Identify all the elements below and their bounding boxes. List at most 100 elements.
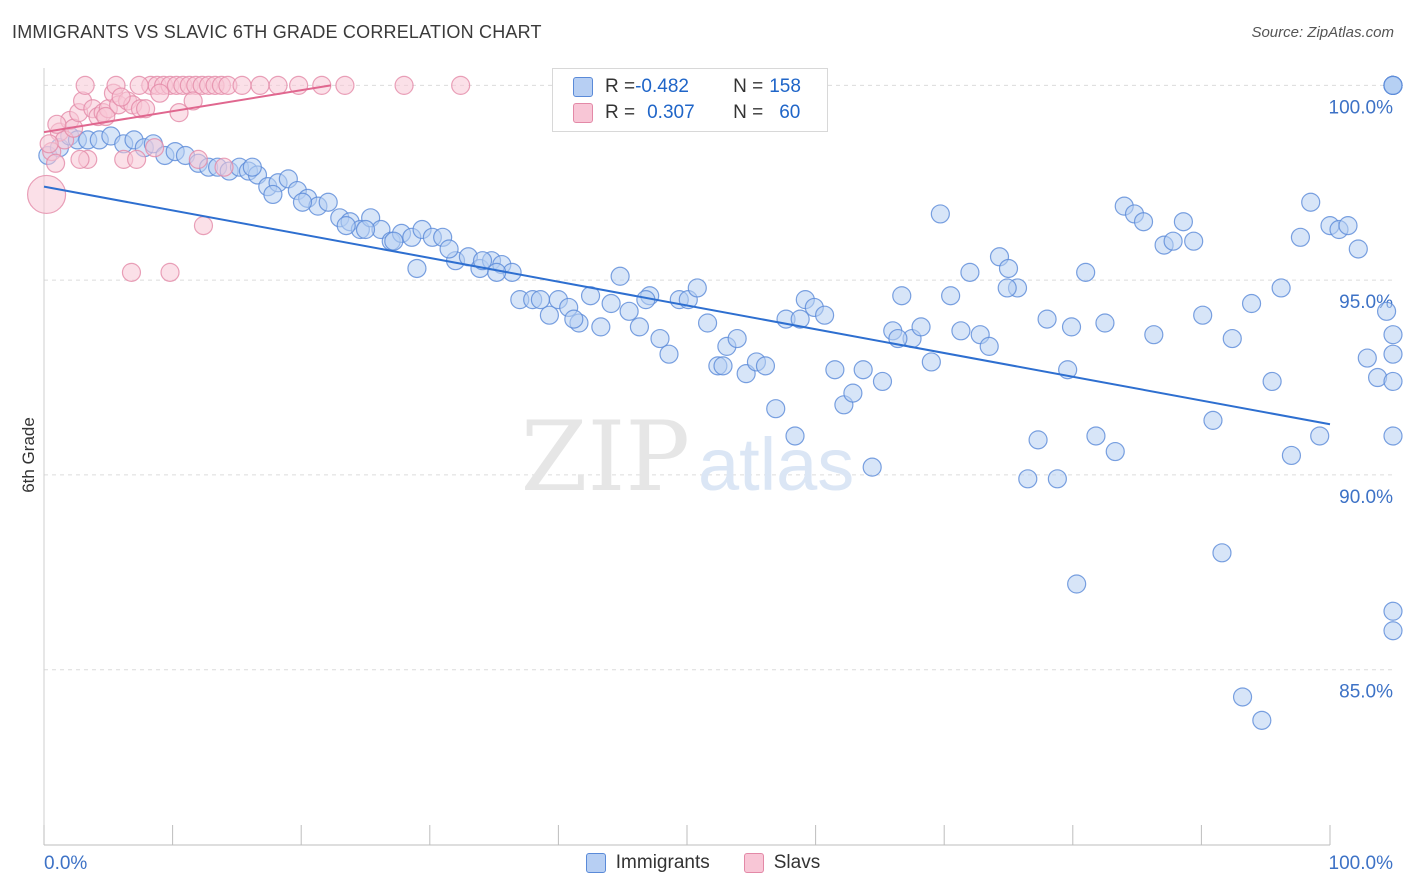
immigrants-point	[355, 219, 376, 240]
watermark-atlas: atlas	[698, 423, 854, 506]
immigrants-point	[1376, 301, 1397, 321]
slavs-point	[250, 75, 270, 95]
y-axis-label: 6th Grade	[19, 417, 38, 493]
source-label: Source: ZipAtlas.com	[1251, 24, 1394, 41]
slavs-point	[75, 75, 95, 95]
immigrants-point	[843, 383, 863, 403]
immigrants-point	[1383, 325, 1403, 345]
immigrants-point	[1310, 426, 1330, 446]
slavs-swatch	[743, 853, 764, 873]
x-tick-label: 100.0%	[1329, 853, 1394, 874]
r-value: 0.307	[647, 102, 695, 123]
legend-label: Slavs	[773, 852, 821, 873]
slavs-point	[111, 87, 131, 107]
y-tick-label: 100.0%	[1329, 97, 1394, 118]
immigrants-point	[407, 258, 427, 279]
immigrants-point	[687, 278, 707, 298]
slavs-point	[121, 262, 142, 282]
immigrants-point	[979, 336, 999, 356]
immigrants-point	[921, 352, 941, 372]
immigrants-swatch	[573, 77, 593, 97]
immigrants-point	[697, 313, 718, 333]
immigrants-point	[1184, 231, 1204, 251]
immigrants-point	[659, 344, 679, 364]
slavs-point	[26, 174, 67, 215]
n-value: 158	[769, 76, 801, 97]
immigrants-point	[1290, 227, 1311, 247]
slavs-trend-line	[43, 84, 331, 134]
immigrants-point	[629, 317, 650, 337]
immigrants-point	[1338, 216, 1358, 236]
immigrants-point	[1144, 325, 1164, 345]
slavs-point	[39, 134, 59, 154]
immigrants-point	[564, 309, 584, 329]
slavs-point	[232, 75, 252, 95]
slavs-point	[126, 149, 147, 169]
r-label: R =	[605, 102, 636, 123]
legend-item-immigrants: Immigrants	[585, 852, 710, 874]
immigrants-point	[1252, 710, 1272, 730]
immigrants-point	[1067, 574, 1087, 594]
immigrants-point	[610, 266, 630, 286]
immigrants-point	[318, 192, 338, 212]
immigrants-point	[713, 356, 733, 376]
legend-item-slavs: Slavs	[743, 852, 821, 874]
slavs-point	[150, 83, 170, 103]
slavs-point	[214, 157, 234, 177]
slavs-point	[394, 75, 414, 95]
stats-row-immigrants: R = -0.482 N = 158	[573, 74, 801, 100]
slavs-point	[451, 75, 471, 95]
immigrants-point	[825, 360, 845, 380]
immigrants-point	[862, 457, 882, 477]
slavs-point	[129, 75, 149, 95]
immigrants-point	[1086, 426, 1106, 446]
immigrants-point	[727, 328, 747, 349]
immigrants-point	[292, 192, 313, 212]
immigrants-point	[539, 305, 559, 325]
immigrants-point	[930, 204, 950, 224]
immigrants-point	[1262, 371, 1282, 392]
immigrants-point	[530, 290, 550, 310]
chart-title: IMMIGRANTS VS SLAVIC 6TH GRADE CORRELATI…	[12, 22, 542, 42]
immigrants-point	[1383, 426, 1403, 446]
n-label: N =	[733, 76, 764, 97]
immigrants-point	[242, 157, 262, 177]
immigrants-swatch	[585, 853, 606, 873]
immigrants-point	[439, 239, 459, 259]
immigrants-point	[815, 305, 835, 325]
immigrants-point	[619, 301, 639, 321]
slavs-point	[183, 91, 203, 111]
immigrants-point	[1018, 469, 1038, 489]
slavs-point	[144, 138, 165, 158]
immigrants-point	[785, 426, 805, 446]
immigrants-point	[601, 293, 621, 314]
n-label: N =	[733, 102, 764, 123]
immigrants-point	[1212, 543, 1232, 563]
slavs-point	[268, 75, 288, 95]
immigrants-point	[1383, 344, 1403, 364]
immigrants-point	[1133, 212, 1154, 232]
immigrants-point	[1047, 469, 1067, 489]
immigrants-point	[1163, 231, 1183, 251]
immigrants-point	[790, 309, 810, 329]
immigrants-point	[1203, 410, 1223, 430]
r-value: -0.482	[635, 76, 689, 97]
immigrants-point	[1348, 239, 1368, 259]
y-tick-label: 90.0%	[1339, 487, 1393, 508]
legend-label: Immigrants	[615, 852, 710, 873]
immigrants-point	[1061, 317, 1082, 337]
immigrants-point	[1193, 305, 1213, 325]
watermark-zip: ZIP	[521, 401, 690, 513]
immigrants-point	[1095, 313, 1115, 333]
immigrants-point	[1301, 192, 1321, 212]
immigrants-point	[1222, 328, 1242, 349]
immigrants-point	[1271, 278, 1291, 298]
y-tick-label: 85.0%	[1339, 682, 1393, 703]
immigrants-point	[1076, 262, 1096, 282]
immigrants-point	[1037, 309, 1057, 329]
stats-row-slavs: R = 0.307 N = 60	[573, 100, 800, 126]
x-tick-label: 0.0%	[44, 853, 87, 874]
slavs-point	[45, 153, 66, 173]
slavs-point	[193, 216, 214, 236]
